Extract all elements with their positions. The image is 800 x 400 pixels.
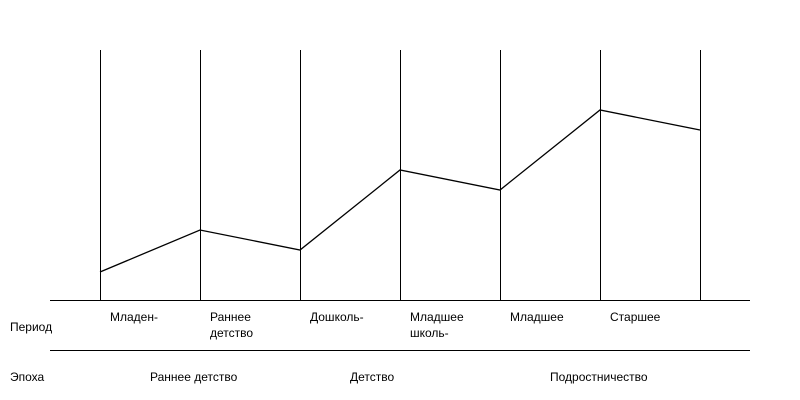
period-label: Младшее xyxy=(510,309,564,325)
profile-line xyxy=(99,109,701,273)
period-label: Младен- xyxy=(110,309,158,325)
epoch-label: Детство xyxy=(350,370,395,384)
period-label: Дошколь- xyxy=(310,309,364,325)
period-label-line: Младен- xyxy=(110,310,158,324)
row-label-epoch: Эпоха xyxy=(10,370,45,384)
period-label-line: Дошколь- xyxy=(310,310,364,324)
period-label: Раннее детство xyxy=(210,309,253,341)
period-label: Старшее xyxy=(610,309,660,325)
period-label-line: детство xyxy=(210,326,254,340)
epoch-label: Подростничество xyxy=(550,370,648,384)
period-label-line: школь- xyxy=(410,326,449,340)
period-label-line: Младшее xyxy=(410,310,464,324)
period-label-line: Младшее xyxy=(510,310,564,324)
row-label-period: Период xyxy=(10,320,53,334)
period-label: Младшее школь- xyxy=(410,309,464,341)
grid-lines xyxy=(50,50,750,351)
epoch-label: Раннее детство xyxy=(150,370,238,384)
period-label-line: Старшее xyxy=(610,310,661,324)
period-label-line: Раннее xyxy=(210,310,251,324)
development-profile xyxy=(99,109,701,273)
